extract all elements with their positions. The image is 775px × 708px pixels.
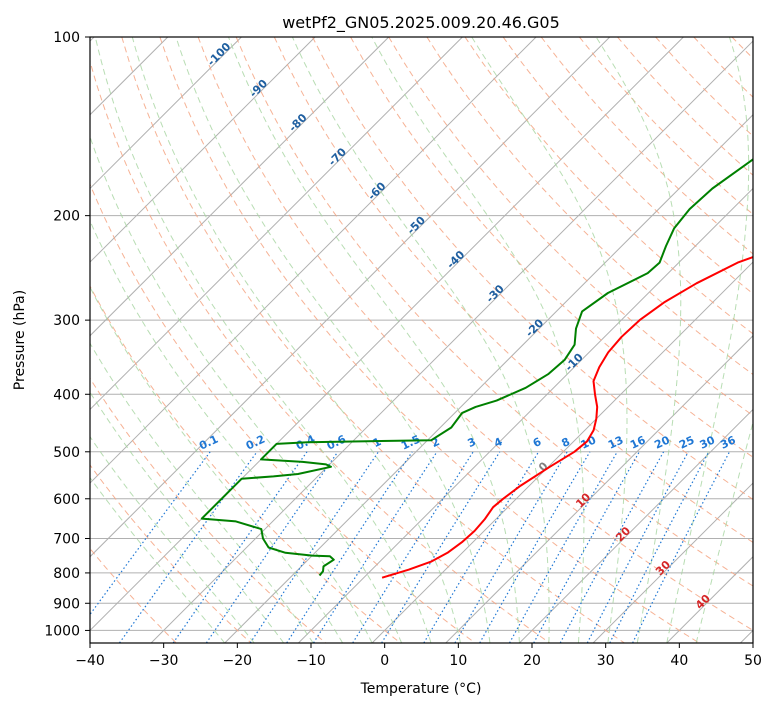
dry-adiabat	[464, 37, 753, 335]
moist-adiabat	[291, 37, 550, 643]
dry-adiabat	[197, 37, 753, 631]
isotherm-line	[519, 408, 753, 643]
mixing-ratio-line	[249, 451, 379, 643]
mixing-ratio-label: 36	[718, 433, 738, 451]
mixing-ratio-line	[632, 451, 731, 643]
isotherm-line	[90, 37, 390, 337]
isotherm-line	[224, 114, 753, 643]
moist-adiabat	[471, 37, 628, 643]
isotherm-line	[592, 482, 753, 643]
moist-adiabats	[90, 37, 753, 643]
mixing-ratio-label: 25	[677, 433, 696, 451]
y-axis-ticks: 100 200 300 400 500 600 700 800 900 1000	[44, 30, 90, 639]
chart-title: wetPf2_GN05.2025.009.20.46.G05	[282, 13, 560, 33]
dry-adiabat	[502, 37, 753, 295]
isotherm-line	[90, 37, 242, 190]
pressure-gridlines	[90, 37, 753, 631]
dewpoint-profile	[200, 158, 753, 577]
moist-adiabat	[371, 37, 585, 643]
mixing-ratio-line	[586, 451, 689, 643]
mixing-ratio-line	[559, 451, 665, 643]
y-tick-label: 400	[53, 387, 80, 403]
x-axis-label: Temperature (°C)	[360, 681, 482, 697]
y-tick-label: 800	[53, 566, 80, 582]
dry-adiabat	[159, 37, 700, 643]
mixing-ratio-line	[533, 451, 640, 643]
mixing-ratio-line	[312, 451, 438, 643]
moist-adiabat	[90, 286, 344, 643]
isotherm-line	[371, 261, 753, 643]
skewed-isotherms	[90, 37, 753, 643]
moist-adiabat	[228, 37, 520, 643]
sounding-series	[200, 158, 753, 579]
moist-adiabat	[90, 435, 255, 643]
moist-adiabat	[695, 420, 753, 643]
dry-adiabat	[121, 37, 625, 643]
moist-adiabat	[94, 37, 432, 643]
isotherm-line	[90, 37, 463, 411]
isotherm-line	[90, 37, 684, 632]
y-axis-label: Pressure (hPa)	[12, 290, 28, 390]
moist-adiabat	[90, 219, 373, 643]
moist-adiabat	[90, 135, 403, 643]
isotherm-line	[150, 40, 753, 643]
moist-adiabat	[131, 37, 461, 643]
mixing-ratio-line	[508, 451, 618, 643]
dry-adiabat	[90, 183, 476, 643]
x-tick-label: −40	[75, 653, 105, 669]
y-tick-label: 700	[53, 532, 80, 548]
x-tick-label: 40	[670, 653, 688, 669]
x-axis-ticks: −40 −30 −20 −10 0 10 20 30 40 50	[75, 643, 762, 669]
mixing-ratio-line	[423, 451, 540, 643]
moist-adiabat	[90, 342, 314, 643]
mixing-ratio-line	[90, 451, 211, 616]
plot-frame	[89, 36, 754, 644]
y-tick-label: 100	[53, 30, 80, 46]
mixing-ratio-line	[205, 451, 339, 643]
moist-adiabat	[175, 37, 491, 643]
mixing-ratio-label: 30	[698, 433, 718, 451]
y-tick-label: 500	[53, 445, 80, 461]
dry-adiabat	[273, 37, 753, 543]
moist-adiabat	[595, 37, 682, 643]
mixing-ratio-line	[286, 451, 413, 643]
mixing-ratio-label: 16	[628, 433, 648, 451]
x-tick-label: −10	[296, 653, 326, 669]
isotherm-line	[90, 37, 537, 484]
mixing-ratio-line	[119, 451, 258, 643]
x-tick-label: −20	[223, 653, 253, 669]
moist-adiabat	[90, 391, 285, 643]
mixing-ratio-line	[172, 451, 308, 643]
dry-adiabat	[426, 37, 753, 376]
x-tick-label: 10	[449, 653, 467, 669]
moist-adiabat	[666, 37, 750, 643]
y-tick-label: 600	[53, 492, 80, 508]
x-tick-label: 30	[597, 653, 615, 669]
moist-adiabat	[90, 476, 226, 643]
temperature-profile	[381, 256, 753, 579]
mixing-ratio-lines	[90, 451, 731, 643]
y-tick-label: 200	[53, 209, 80, 225]
dry-adiabat	[235, 37, 753, 587]
y-tick-label: 1000	[44, 623, 80, 639]
x-tick-label: 0	[380, 653, 389, 669]
isotherm-line	[90, 37, 611, 558]
mixing-ratio-line	[352, 451, 474, 643]
y-tick-label: 900	[53, 596, 80, 612]
mixing-ratio-label: 10	[579, 433, 599, 451]
x-tick-label: −30	[149, 653, 179, 669]
mixing-ratio-label: 20	[652, 433, 672, 451]
isotherm-line	[90, 37, 316, 263]
y-tick-label: 300	[53, 313, 80, 329]
dry-adiabat	[90, 59, 551, 643]
mixing-ratio-label: 13	[606, 433, 625, 451]
dry-adiabat	[90, 377, 327, 643]
x-tick-label: 20	[523, 653, 541, 669]
dry-adiabat	[90, 464, 252, 643]
x-tick-label: 50	[744, 653, 762, 669]
